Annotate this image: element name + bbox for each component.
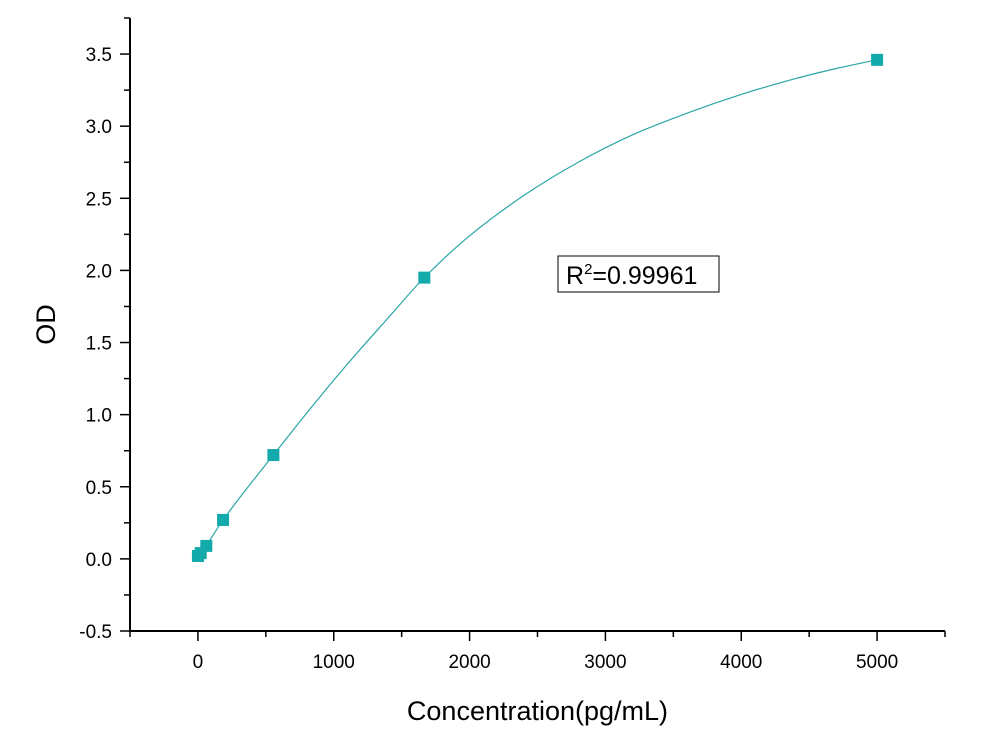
plot-area	[191, 53, 884, 562]
y-tick-label: 2.0	[86, 261, 112, 282]
x-tick-label: 4000	[720, 652, 762, 673]
y-axis-ticks: -0.5 0.0 0.5 1.0 1.5 2.0 2.5 3.0 3.5	[79, 17, 130, 643]
r-squared-suffix: =0.99961	[592, 262, 697, 290]
x-tick-label: 0	[193, 652, 204, 673]
fit-curve-layer	[197, 59, 878, 557]
x-axis-ticks: 0 1000 2000 3000 4000 5000	[129, 631, 946, 673]
r-squared-annotation: R2=0.99961	[557, 255, 720, 293]
y-tick-label: 2.5	[86, 189, 112, 210]
y-tick-label: -0.5	[79, 622, 112, 643]
x-tick-label: 5000	[856, 652, 898, 673]
y-tick-label: 3.0	[86, 117, 112, 138]
x-tick-label: 3000	[584, 652, 626, 673]
x-tick-label: 1000	[313, 652, 355, 673]
data-point	[418, 271, 431, 284]
y-tick-label: 1.5	[86, 334, 112, 355]
y-tick-label: 0.0	[86, 550, 112, 571]
x-tick-label: 2000	[448, 652, 490, 673]
fit-curve	[197, 59, 878, 557]
r-squared-prefix: R	[566, 262, 584, 290]
data-point	[871, 53, 884, 66]
markers-layer	[191, 53, 884, 562]
data-point	[200, 539, 213, 552]
data-point	[217, 513, 230, 526]
r-squared-text: R2=0.99961	[566, 261, 697, 290]
y-axis-title: OD	[31, 304, 61, 345]
y-tick-label: 3.5	[86, 45, 112, 66]
x-axis-title: Concentration(pg/mL)	[407, 696, 668, 726]
r-squared-superscript: 2	[584, 261, 592, 278]
y-tick-label: 1.0	[86, 406, 112, 427]
data-point	[267, 449, 280, 462]
r-squared-box	[557, 255, 720, 293]
y-tick-label: 0.5	[86, 478, 112, 499]
axes: 0 1000 2000 3000 4000 5000 -0.5 0.0 0.5 1.0 1.5 2.…	[79, 17, 946, 673]
